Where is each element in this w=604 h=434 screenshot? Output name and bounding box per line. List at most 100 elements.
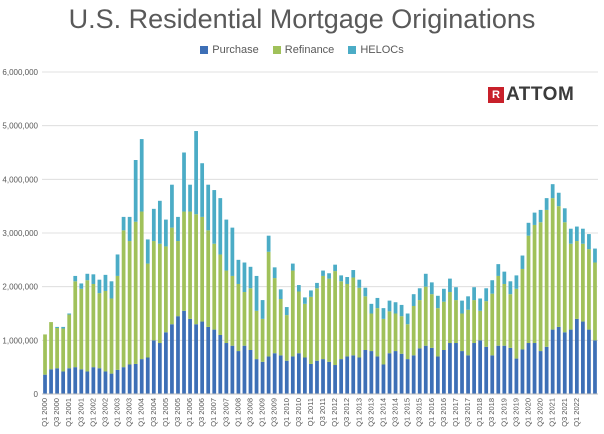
bar-purchase (97, 368, 102, 394)
x-tick-label: Q3 2021 (560, 398, 569, 427)
bar-helocs (587, 234, 591, 250)
legend-item-purchase: Purchase (200, 44, 259, 56)
bar-helocs (417, 288, 422, 301)
bar-purchase (91, 367, 96, 394)
bar-helocs (103, 274, 108, 291)
y-tick-label: 0 (34, 390, 39, 399)
bar-refinance (315, 288, 319, 361)
y-tick-label: 1,000,000 (2, 336, 38, 345)
bar-refinance (508, 294, 513, 348)
bar-purchase (393, 351, 398, 394)
bar-purchase (417, 348, 422, 394)
chart-legend: Purchase Refinance HELOCs (0, 44, 604, 56)
bar-helocs (218, 198, 223, 255)
bar-refinance (43, 334, 47, 375)
bar-purchase (61, 371, 66, 394)
bar-refinance (218, 254, 223, 335)
x-tick-label: Q3 2018 (487, 398, 496, 427)
x-tick-label: Q3 2001 (76, 398, 85, 427)
bar-helocs (574, 226, 579, 242)
bar-purchase (200, 321, 205, 394)
bar-refinance (284, 315, 289, 361)
bar-refinance (387, 311, 392, 354)
bar-refinance (562, 222, 567, 333)
bar-refinance (417, 300, 422, 349)
bar-purchase (333, 365, 337, 394)
bar-purchase (85, 371, 90, 394)
bar-helocs (423, 273, 428, 287)
bar-purchase (454, 343, 458, 394)
bar-helocs (387, 300, 392, 312)
bar-refinance (435, 308, 440, 357)
bar-helocs (357, 279, 362, 288)
bar-helocs (526, 222, 531, 236)
bar-purchase (103, 371, 108, 394)
bar-helocs (133, 160, 138, 222)
bar-purchase (587, 329, 591, 394)
bar-purchase (375, 356, 380, 394)
bar-helocs (369, 303, 374, 314)
bar-purchase (381, 364, 386, 394)
y-tick-label: 5,000,000 (2, 122, 38, 131)
bar-refinance (520, 268, 525, 350)
bar-refinance (296, 291, 301, 354)
bar-refinance (127, 241, 132, 365)
bar-refinance (345, 283, 350, 357)
x-tick-label: Q1 2004 (137, 398, 146, 427)
bar-purchase (327, 361, 331, 394)
bar-refinance (339, 281, 344, 360)
bar-helocs (85, 273, 90, 281)
bar-purchase (182, 310, 186, 394)
bar-refinance (587, 249, 591, 330)
bar-purchase (460, 351, 464, 394)
bar-purchase (399, 353, 404, 394)
x-tick-label: Q3 2003 (125, 398, 134, 427)
bar-purchase (309, 363, 313, 394)
bar-refinance (176, 241, 180, 317)
bar-helocs (411, 294, 416, 306)
bar-purchase (357, 357, 362, 394)
x-tick-label: Q1 2000 (40, 398, 49, 427)
bar-refinance (472, 300, 476, 344)
legend-swatch-helocs (348, 46, 357, 54)
bar-helocs (188, 184, 192, 212)
bar-helocs (212, 190, 217, 244)
bar-helocs (442, 288, 446, 302)
bar-refinance (478, 310, 483, 341)
bar-purchase (526, 343, 531, 394)
bar-purchase (581, 321, 585, 394)
bar-purchase (55, 368, 59, 394)
bar-purchase (448, 343, 452, 394)
bar-refinance (224, 270, 229, 344)
x-tick-label: Q1 2020 (524, 398, 533, 427)
x-tick-label: Q3 2016 (439, 398, 448, 427)
bar-helocs (79, 283, 84, 289)
bar-refinance (230, 275, 235, 346)
bar-helocs (496, 264, 501, 276)
bar-purchase (351, 355, 356, 394)
bar-refinance (581, 243, 585, 322)
x-tick-label: Q3 2020 (536, 398, 545, 427)
x-tick-label: Q3 2008 (246, 398, 255, 427)
bar-refinance (103, 290, 108, 372)
bar-helocs (333, 264, 337, 272)
bar-refinance (236, 283, 241, 352)
bar-refinance (303, 303, 307, 358)
bar-purchase (290, 356, 295, 394)
bar-purchase (266, 356, 271, 394)
bar-purchase (496, 345, 501, 394)
attom-logo-text: ATTOM (506, 84, 575, 105)
bar-purchase (115, 369, 120, 394)
bar-refinance (115, 275, 120, 370)
bar-helocs (67, 313, 72, 315)
bar-helocs (327, 273, 331, 279)
bar-purchase (284, 360, 289, 394)
bar-refinance (333, 271, 337, 366)
bar-helocs (55, 326, 59, 328)
bar-helocs (466, 296, 470, 310)
bar-purchase (133, 363, 138, 394)
bar-purchase (67, 368, 72, 394)
x-tick-label: Q1 2009 (258, 398, 267, 427)
bar-refinance (151, 241, 156, 341)
bar-refinance (556, 206, 561, 327)
